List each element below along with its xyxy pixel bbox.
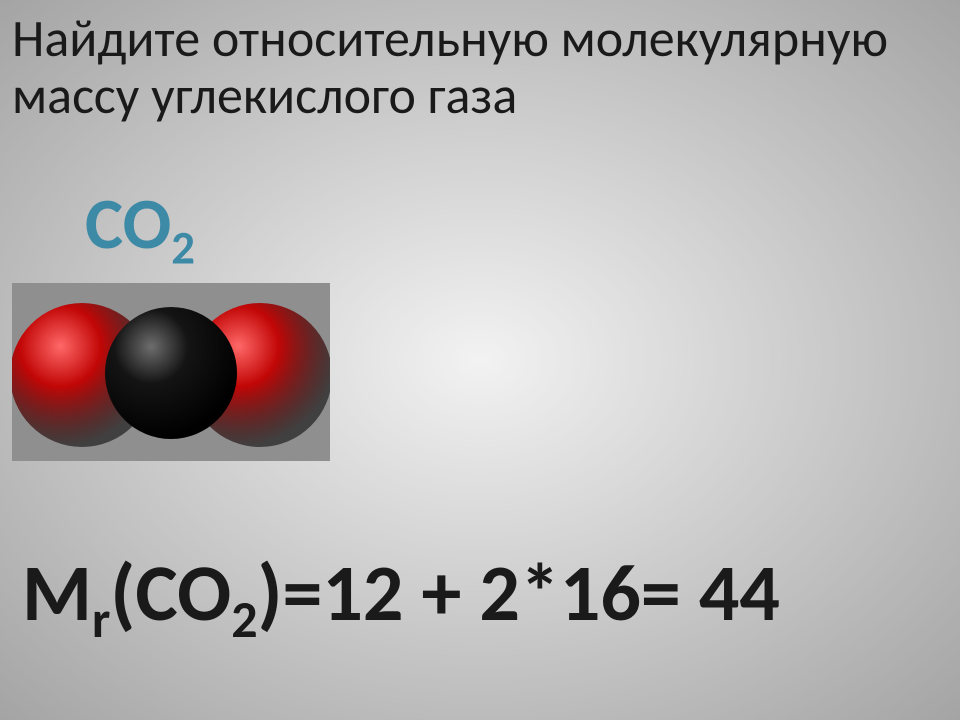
slide: Найдите относительную молекулярную массу… bbox=[0, 0, 960, 720]
eq-open: (CO bbox=[110, 545, 231, 642]
question-text: Найдите относительную молекулярную массу… bbox=[12, 10, 948, 124]
co2-molecule-model bbox=[12, 283, 330, 466]
c-atom bbox=[105, 307, 237, 439]
eq-inner-sub: 2 bbox=[231, 587, 257, 651]
molecule-svg bbox=[12, 283, 330, 461]
molar-mass-equation: Mr(CO2)=12 + 2*16= 44 bbox=[22, 545, 780, 642]
formula-subscript: 2 bbox=[171, 218, 195, 276]
eq-rest: )=12 + 2*16= 44 bbox=[258, 545, 780, 642]
co2-formula-label: CO2 bbox=[85, 180, 195, 268]
eq-prefix-sub: r bbox=[92, 587, 110, 651]
formula-base: CO bbox=[85, 180, 171, 268]
eq-prefix: M bbox=[22, 545, 92, 642]
